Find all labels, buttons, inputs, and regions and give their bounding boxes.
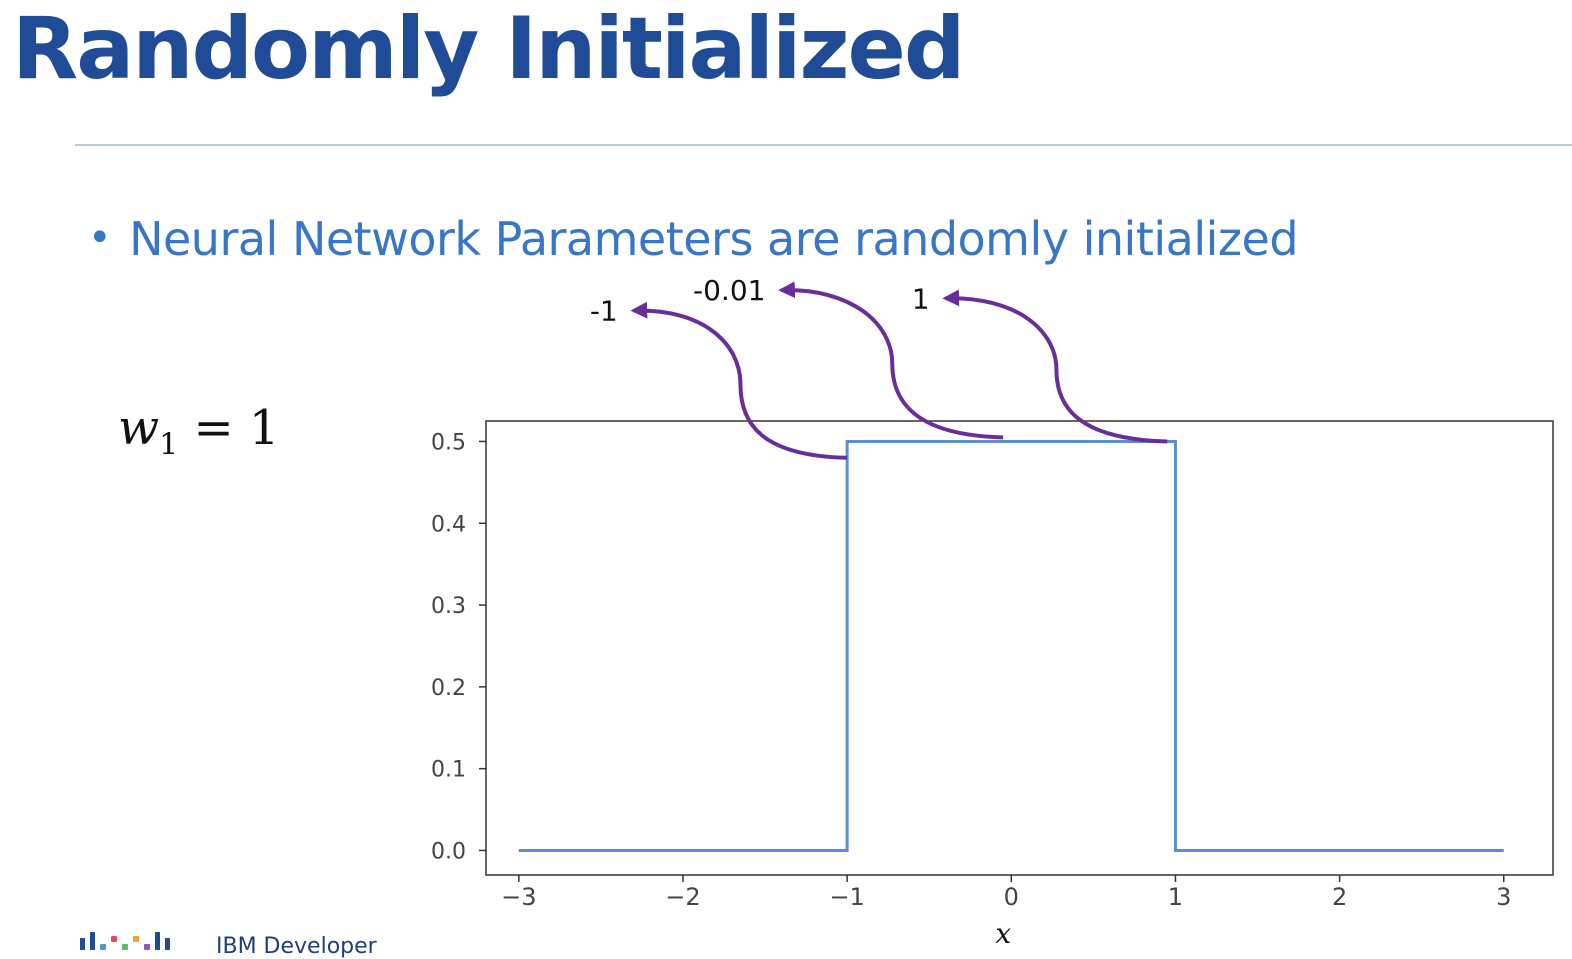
weight-formula: w1 = 1 — [118, 400, 279, 463]
x-tick-label: 1 — [1168, 883, 1183, 911]
annotation-layer: -1 -0.01 1 — [590, 274, 1168, 460]
annotation-label: -1 — [590, 295, 618, 328]
annotation-label: -0.01 — [693, 274, 765, 307]
bullet-text: Neural Network Parameters are randomly i… — [129, 212, 1299, 266]
y-tick-label: 0.4 — [431, 512, 466, 537]
x-axis: −3 −2 −1 0 1 2 3 — [501, 875, 1511, 911]
x-tick-label: −2 — [665, 883, 700, 911]
y-tick-label: 0.5 — [431, 430, 466, 455]
y-tick-label: 0.0 — [431, 839, 466, 864]
formula-variable: w — [118, 400, 160, 456]
formula-subscript: 1 — [159, 427, 179, 463]
annotation-label: 1 — [912, 282, 930, 315]
footer-text: IBM Developer — [216, 934, 377, 959]
y-axis: 0.0 0.1 0.2 0.3 0.4 0.5 — [431, 430, 486, 864]
annotation-arrow — [630, 301, 848, 460]
x-tick-label: 3 — [1496, 883, 1511, 911]
annotation-arrow — [778, 281, 1004, 440]
bullet-icon: • — [88, 215, 112, 261]
y-tick-label: 0.3 — [431, 594, 466, 619]
bullet-point: • Neural Network Parameters are randomly … — [88, 212, 1299, 266]
series-layer — [518, 439, 1504, 852]
y-tick-label: 0.2 — [431, 676, 466, 701]
ibm-developer-logo — [80, 932, 170, 950]
x-tick-label: −3 — [501, 883, 536, 911]
formula-rest: = 1 — [178, 400, 280, 456]
annotation-arrow — [942, 289, 1168, 444]
x-tick-label: 0 — [1004, 883, 1019, 911]
plot-frame — [485, 420, 1554, 876]
y-tick-label: 0.1 — [431, 758, 466, 783]
x-tick-label: 2 — [1332, 883, 1347, 911]
series-line — [518, 439, 1504, 852]
x-axis-label: x — [995, 917, 1011, 950]
title-divider — [75, 144, 1572, 146]
slide-title: Randomly Initialized — [12, 0, 965, 99]
x-tick-label: −1 — [829, 883, 864, 911]
